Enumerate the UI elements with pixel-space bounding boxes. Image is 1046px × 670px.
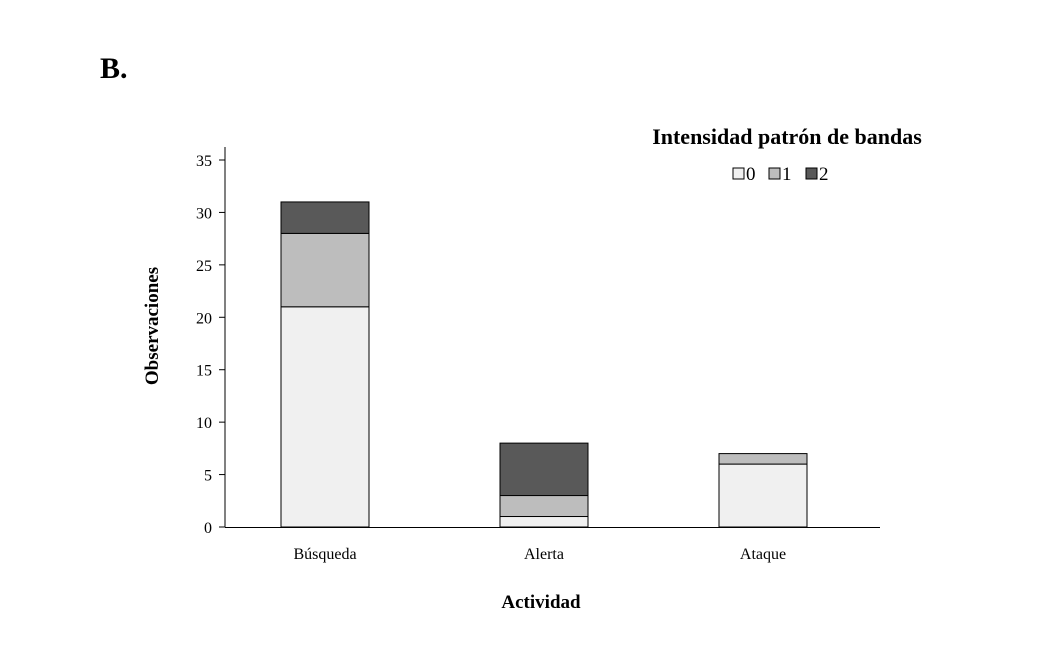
bar-segment-series-0 xyxy=(718,463,808,528)
x-axis-label: Actividad xyxy=(501,592,581,613)
bar-segment-series-1 xyxy=(718,453,808,465)
panel-label: B. xyxy=(100,52,128,85)
x-axis: Búsqueda Alerta Ataque xyxy=(225,527,880,563)
legend-label: 2 xyxy=(819,164,829,185)
bars-group xyxy=(280,201,808,528)
bar-segment-series-0 xyxy=(499,516,589,528)
y-tick-label: 25 xyxy=(196,258,212,275)
bar-segment-series-2 xyxy=(280,201,370,234)
y-tick-label: 0 xyxy=(204,520,212,537)
x-tick-label: Ataque xyxy=(740,546,786,563)
x-tick-label: Búsqueda xyxy=(293,546,356,563)
bar-segment-series-0 xyxy=(280,306,370,528)
legend-title: Intensidad patrón de bandas xyxy=(652,124,922,149)
y-tick-label: 20 xyxy=(196,310,212,327)
y-axis: 0 5 10 15 20 25 30 35 xyxy=(196,147,226,537)
y-tick-label: 5 xyxy=(204,468,212,485)
legend-swatch xyxy=(768,167,781,180)
x-tick-label: Alerta xyxy=(524,546,564,563)
y-tick-label: 35 xyxy=(196,153,212,170)
bar-segment-series-2 xyxy=(499,442,589,497)
legend-label: 0 xyxy=(746,164,756,185)
legend-label: 1 xyxy=(782,164,792,185)
legend-swatch xyxy=(732,167,745,180)
legend-swatch xyxy=(805,167,818,180)
bar-segment-series-1 xyxy=(280,232,370,308)
y-tick-label: 10 xyxy=(196,415,212,432)
y-tick-label: 15 xyxy=(196,363,212,380)
bar-segment-series-1 xyxy=(499,495,589,518)
y-tick-label: 30 xyxy=(196,205,212,222)
y-axis-label: Observaciones xyxy=(142,267,163,385)
legend: 0 1 2 xyxy=(732,164,829,185)
